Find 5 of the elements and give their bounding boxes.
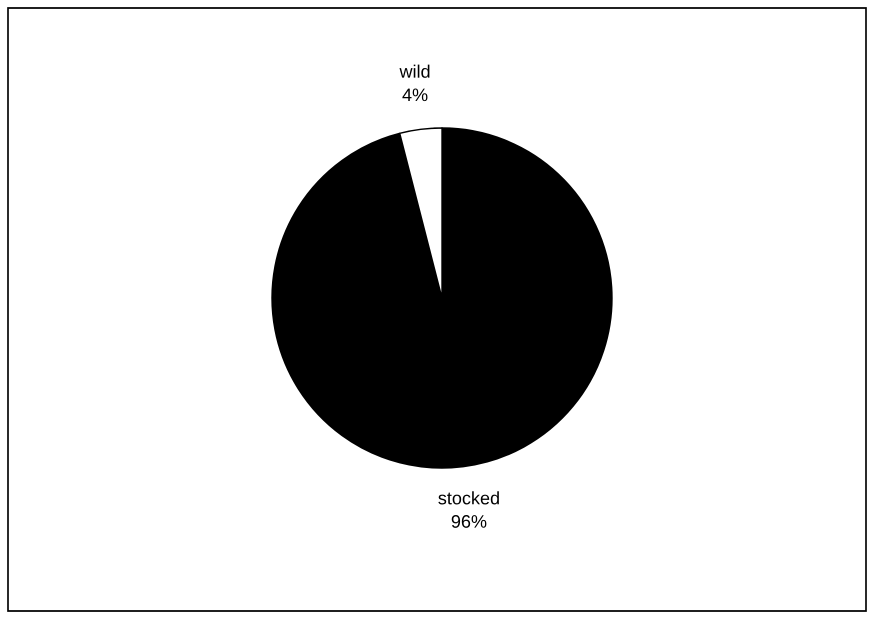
- pie-slice: [271, 127, 613, 469]
- slice-label: stocked: [438, 491, 499, 504]
- data-label: 4%: [402, 88, 428, 102]
- data-label: 96%: [452, 515, 486, 528]
- slice-label: wild: [399, 64, 430, 78]
